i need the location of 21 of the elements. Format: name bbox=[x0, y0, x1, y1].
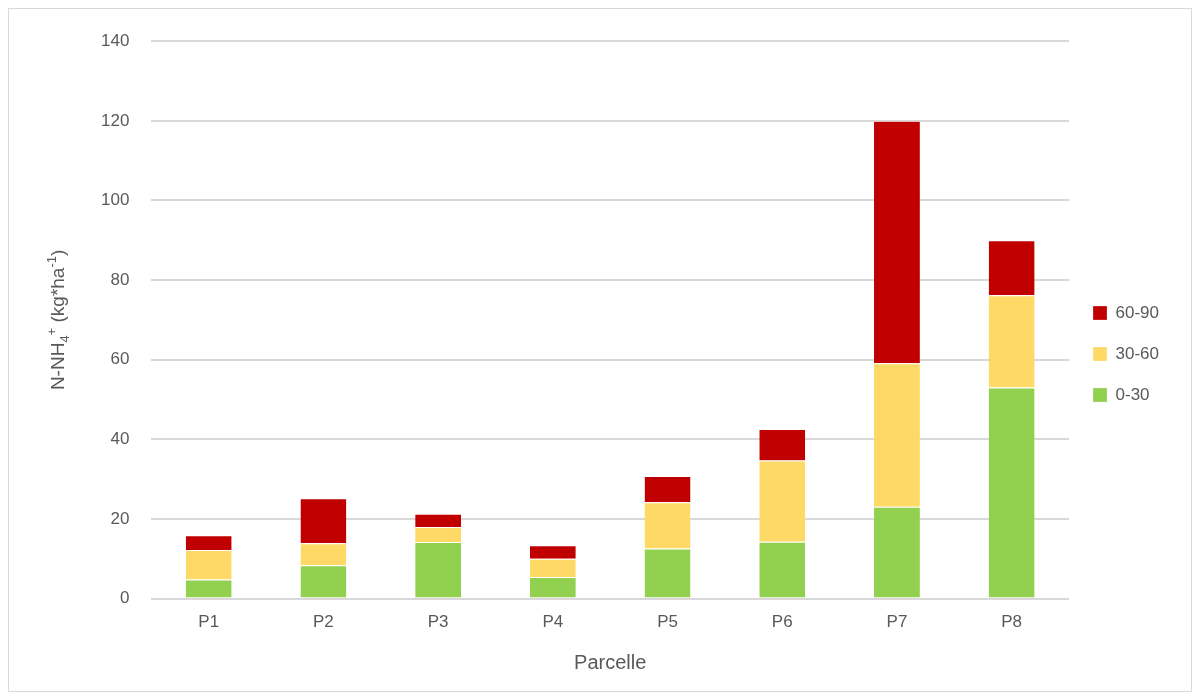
y-tick-label: 0 bbox=[119, 588, 130, 608]
y-tick-label: 100 bbox=[100, 190, 130, 210]
x-tick-label: P3 bbox=[427, 612, 449, 632]
y-axis-title: N-NH4+ (kg*ha-1) bbox=[43, 249, 72, 391]
legend-label: 0-30 bbox=[1115, 384, 1150, 404]
legend-label: 30-60 bbox=[1115, 343, 1159, 363]
x-tick-label: P6 bbox=[771, 612, 793, 632]
x-tick-label: P5 bbox=[657, 612, 678, 632]
y-tick-label: 60 bbox=[110, 349, 130, 369]
x-axis-title: Parcelle bbox=[574, 650, 647, 673]
x-tick-label: P7 bbox=[886, 612, 908, 632]
x-tick-label: P1 bbox=[198, 612, 220, 632]
x-tick-label: P8 bbox=[1001, 612, 1023, 632]
x-tick-label: P2 bbox=[313, 612, 334, 632]
y-tick-label: 140 bbox=[100, 30, 130, 50]
y-tick-label: 120 bbox=[100, 110, 130, 130]
legend-label: 60-90 bbox=[1115, 302, 1159, 322]
y-tick-label: 20 bbox=[110, 508, 130, 528]
y-tick-label: 40 bbox=[110, 429, 130, 449]
y-tick-label: 80 bbox=[110, 269, 130, 289]
x-tick-label: P4 bbox=[542, 612, 564, 632]
